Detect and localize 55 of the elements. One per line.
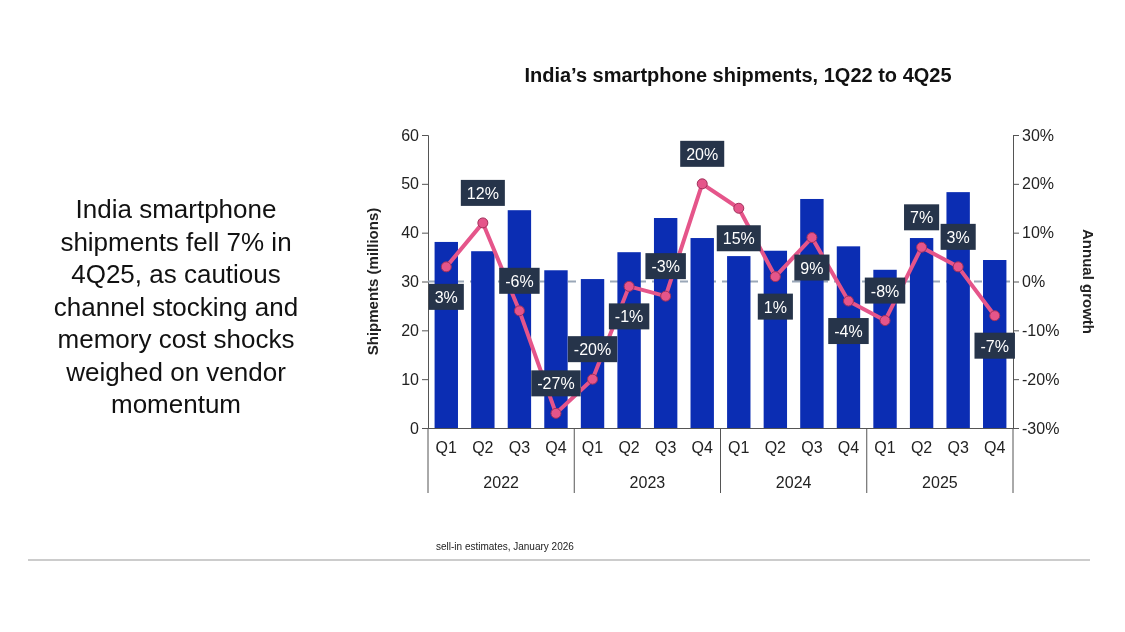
x-tick-label: Q4	[984, 439, 1006, 457]
x-tick-label: Q1	[874, 439, 896, 457]
x-tick-label: Q3	[801, 439, 823, 457]
y-tick-label: 0	[410, 419, 420, 437]
text: sell-in estimates, January 2026	[436, 541, 575, 552]
x-tick-label: Q2	[764, 439, 787, 457]
x-tick-label: Q1	[581, 439, 604, 457]
x-tick-label: Q4	[691, 439, 713, 457]
x-tick-label: Q4	[837, 439, 860, 457]
x-tick-label: Q4	[545, 439, 567, 457]
text: India smartphone shipments fell 7% in 4Q25, as cautious channel stocking and memory cost shocks weighed on vendor momentum	[53, 194, 299, 419]
y-tick-label: 30	[401, 273, 420, 291]
data-label: -6%	[505, 272, 534, 290]
data-label: 20%	[686, 145, 719, 163]
data-label: -7%	[980, 337, 1009, 355]
data-label: -1%	[614, 308, 644, 326]
x-tick-label: Q1	[435, 439, 458, 457]
data-label: 12%	[466, 184, 499, 202]
data-label: -8%	[870, 282, 900, 300]
y-tick-label: 10	[401, 370, 420, 388]
y2-tick-label: 0%	[1022, 273, 1046, 291]
text: 2023	[629, 474, 666, 491]
x-tick-label: Q1	[728, 439, 750, 457]
y2-axis-title: Annual growth	[1080, 229, 1097, 334]
y2-tick-label: -30%	[1022, 419, 1060, 437]
data-label: -27%	[537, 375, 575, 393]
x-tick-label: Q3	[654, 439, 677, 457]
x-tick-label: Q3	[947, 439, 969, 457]
data-label: 1%	[763, 298, 787, 316]
data-label: 9%	[800, 259, 824, 277]
y2-tick-label: -20%	[1022, 370, 1060, 388]
data-label: -20%	[573, 341, 612, 359]
x-tick-label: Q2	[618, 439, 640, 457]
data-label: 7%	[910, 209, 934, 227]
data-label: -4%	[834, 323, 863, 341]
y-axis-title: Shipments (millions)	[364, 207, 381, 356]
y-tick-label: 40	[401, 224, 420, 242]
text: 2022	[483, 474, 520, 491]
data-label: 3%	[946, 228, 970, 246]
y-tick-label: 50	[401, 175, 420, 193]
y2-tick-label: 20%	[1022, 175, 1055, 193]
data-label: 15%	[722, 230, 755, 248]
y2-tick-label: 10%	[1022, 224, 1055, 242]
data-label: 3%	[434, 288, 458, 306]
y2-tick-label: -10%	[1022, 321, 1060, 339]
x-tick-label: Q2	[910, 439, 933, 457]
text: 2025	[922, 474, 958, 491]
y-tick-label: 20	[401, 321, 420, 339]
y-tick-label: 60	[401, 126, 420, 144]
chart-title: India’s smartphone shipments, 1Q22 to 4Q25	[524, 64, 952, 86]
text: 2024	[775, 474, 812, 491]
x-tick-label: Q2	[472, 439, 494, 457]
y2-tick-label: 30%	[1022, 126, 1055, 144]
x-tick-label: Q3	[508, 439, 531, 457]
data-label: -3%	[651, 258, 680, 276]
